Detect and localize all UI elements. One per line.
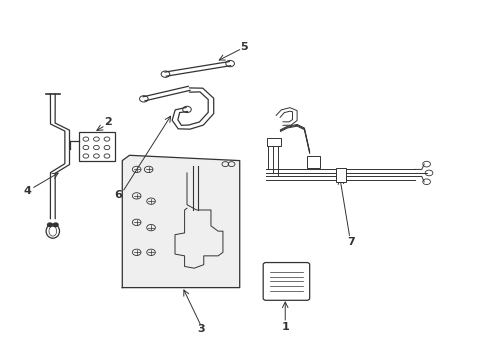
Text: 7: 7 [346,237,354,247]
Circle shape [53,223,58,226]
Polygon shape [122,155,239,288]
Text: 4: 4 [23,186,31,195]
Text: 1: 1 [281,323,288,333]
Bar [79,132,115,161]
Bar [266,138,281,147]
Text: 3: 3 [197,324,205,334]
Bar [335,168,346,182]
Bar [306,156,320,168]
FancyBboxPatch shape [263,262,309,300]
Circle shape [47,223,52,226]
Text: 5: 5 [240,42,247,51]
Text: 6: 6 [114,190,122,200]
Ellipse shape [46,224,60,238]
Ellipse shape [49,226,57,236]
Text: 2: 2 [104,117,112,127]
